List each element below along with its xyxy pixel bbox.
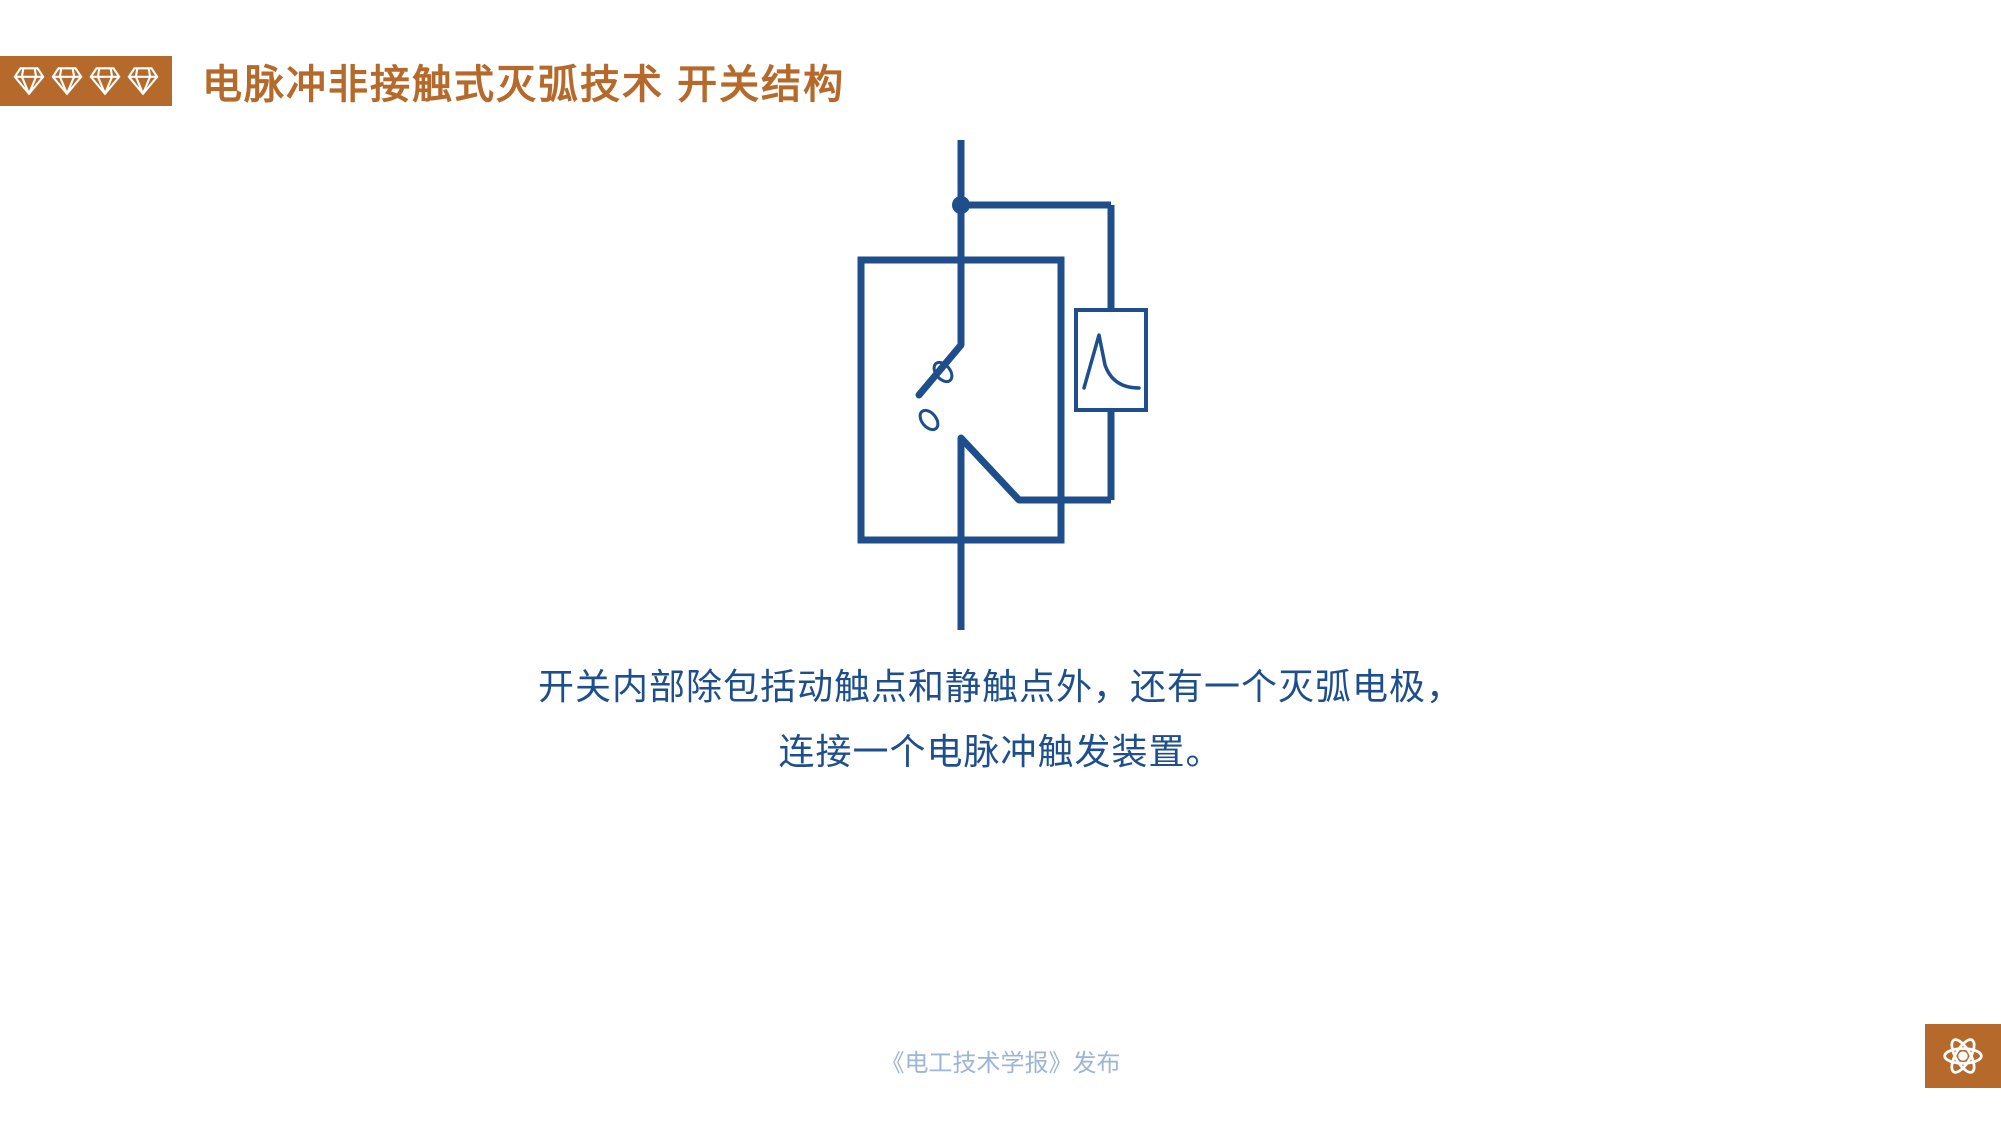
- atom-badge: [1925, 1024, 2001, 1088]
- diamond-badge: [0, 56, 172, 106]
- description: 开关内部除包括动触点和静触点外，还有一个灭弧电极， 连接一个电脉冲触发装置。: [0, 655, 2001, 785]
- title-bar: 电脉冲非接触式灭弧技术 开关结构: [0, 52, 845, 110]
- description-line-1: 开关内部除包括动触点和静触点外，还有一个灭弧电极，: [0, 655, 2001, 720]
- circuit-diagram: [801, 140, 1201, 630]
- diamond-icon: [50, 64, 84, 98]
- footer-text: 《电工技术学报》发布: [881, 1043, 1121, 1078]
- diamond-icon: [126, 64, 160, 98]
- diamond-icon: [12, 64, 46, 98]
- atom-icon: [1941, 1034, 1985, 1078]
- description-line-2: 连接一个电脉冲触发装置。: [0, 720, 2001, 785]
- page-title: 电脉冲非接触式灭弧技术 开关结构: [202, 52, 845, 110]
- diamond-icon: [88, 64, 122, 98]
